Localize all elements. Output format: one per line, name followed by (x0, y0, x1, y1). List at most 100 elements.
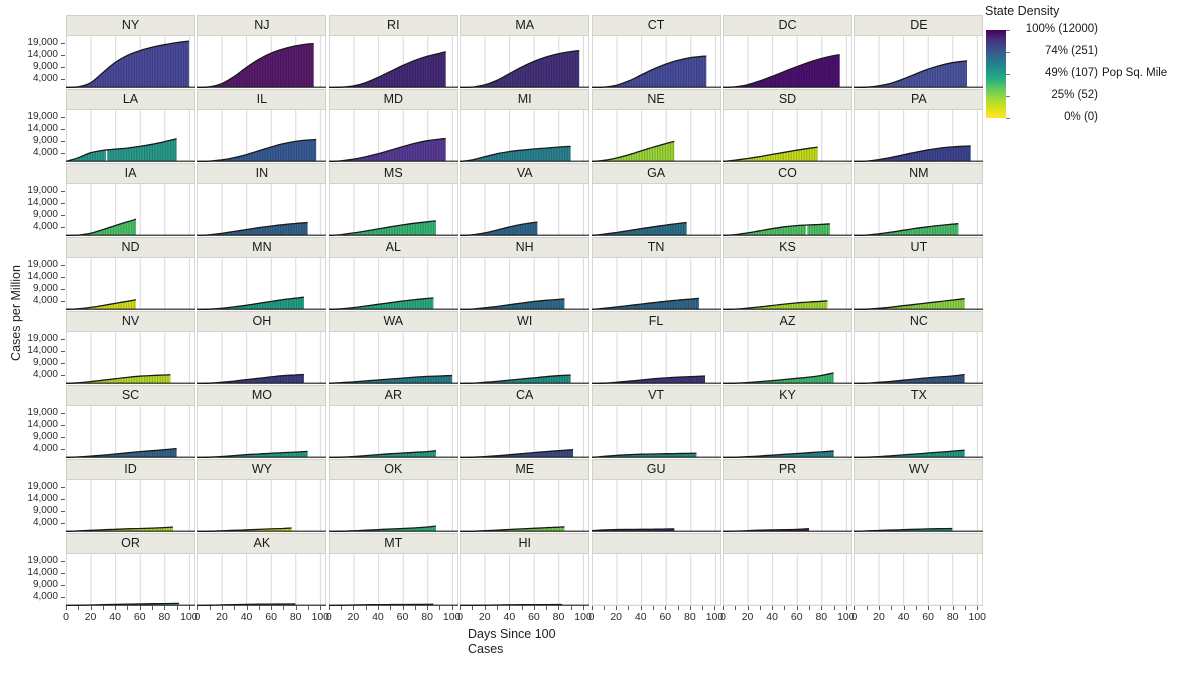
y-tick-mark (61, 43, 65, 45)
facet-wi: WI (460, 311, 590, 385)
area-chart (197, 184, 327, 236)
area-chart (854, 36, 984, 88)
x-tick-label: 60 (396, 611, 409, 623)
x-tick-mark (714, 606, 716, 610)
y-tick-mark (61, 448, 65, 450)
x-tick-mark (258, 606, 260, 610)
facet-label: TX (854, 385, 984, 406)
facet-label: PA (854, 89, 984, 110)
y-tick-label: 9,000 (32, 282, 58, 294)
x-tick-mark (558, 606, 560, 610)
x-tick-label: 40 (109, 611, 121, 623)
facet-label: TN (591, 237, 721, 258)
facet-sc: SC (66, 385, 195, 459)
area-chart (723, 258, 852, 310)
y-tick-mark (61, 362, 65, 364)
x-tick-mark (102, 606, 104, 610)
facet-label: NJ (197, 15, 327, 36)
y-tick-label: 19,000 (27, 111, 58, 123)
facet-label: ND (66, 237, 195, 258)
area-chart (197, 110, 327, 162)
y-tick-mark (61, 572, 65, 574)
area-chart (66, 110, 195, 162)
x-tick-label: 20 (216, 611, 228, 623)
y-tick-label: 19,000 (27, 333, 58, 345)
x-tick-mark (521, 606, 523, 610)
x-tick-mark (689, 606, 691, 610)
facet-tn: TN (591, 237, 721, 311)
facet-empty (854, 533, 984, 607)
area-chart (328, 184, 458, 236)
facet-co: CO (723, 163, 852, 237)
x-tick-label: 80 (684, 611, 696, 623)
y-tick-label: 4,000 (32, 516, 58, 528)
x-tick-mark (796, 606, 798, 610)
y-tick-mark (61, 226, 65, 228)
x-tick-mark (833, 606, 835, 610)
x-tick-mark (821, 606, 823, 610)
facet-label: OR (66, 533, 195, 554)
y-tick-mark (61, 510, 65, 512)
x-tick-label: 100 (705, 611, 724, 623)
x-tick-mark (197, 606, 199, 610)
facet-label (723, 533, 852, 554)
x-tick-mark (377, 606, 379, 610)
x-tick-label: 80 (421, 611, 433, 623)
facet-label: CT (591, 15, 721, 36)
x-tick-label: 100 (837, 611, 855, 623)
x-tick-label: 100 (574, 611, 592, 623)
x-tick-mark (283, 606, 285, 610)
x-tick-mark (903, 606, 905, 610)
facet-empty (591, 533, 721, 607)
x-tick-mark (653, 606, 655, 610)
y-tick-label: 19,000 (27, 185, 58, 197)
facet-label: VT (591, 385, 721, 406)
x-tick-label: 0 (720, 611, 726, 623)
legend-title: State Density (985, 4, 1060, 18)
x-tick-mark (509, 606, 511, 610)
x-tick-label: 100 (442, 611, 461, 623)
facet-label: MD (328, 89, 458, 110)
x-tick-label: 20 (84, 611, 97, 623)
x-tick-mark (772, 606, 774, 610)
y-tick-label: 19,000 (27, 259, 58, 271)
x-tick-mark (90, 606, 92, 610)
x-tick-mark (176, 606, 178, 610)
y-tick-mark (61, 128, 65, 130)
x-tick-mark (583, 606, 585, 610)
facet-label: IN (197, 163, 327, 184)
x-tick-mark (451, 606, 453, 610)
x-tick-mark (328, 606, 330, 610)
x-tick-label: 0 (457, 611, 464, 623)
facet-label: ID (66, 459, 195, 480)
facet-mi: MI (460, 89, 590, 163)
facet-empty (723, 533, 852, 607)
facet-label: AK (197, 533, 327, 554)
x-tick-mark (977, 606, 979, 610)
x-tick-mark (677, 606, 679, 610)
y-tick-label: 14,000 (27, 418, 58, 430)
y-tick-mark (61, 374, 65, 376)
facet-label: PR (723, 459, 852, 480)
y-tick-mark (61, 54, 65, 56)
y-tick-label: 9,000 (32, 356, 58, 368)
x-tick-mark (307, 606, 309, 610)
x-tick-mark (414, 606, 416, 610)
facet-label (591, 533, 721, 554)
x-tick-mark (928, 606, 930, 610)
facet-mt: MT (328, 533, 458, 607)
x-tick-mark (365, 606, 367, 610)
x-tick-mark (66, 606, 67, 610)
legend-label: 25% (52) (1051, 89, 1098, 101)
y-tick-label: 4,000 (32, 442, 58, 454)
facet-va: VA (460, 163, 590, 237)
facet-label: ME (460, 459, 590, 480)
x-tick-mark (390, 606, 392, 610)
area-chart (197, 36, 327, 88)
facet-ok: OK (328, 459, 458, 533)
area-chart (197, 406, 327, 458)
area-chart (723, 110, 852, 162)
x-tick-mark (854, 606, 856, 610)
facet-label: LA (66, 89, 195, 110)
area-chart (66, 332, 195, 384)
